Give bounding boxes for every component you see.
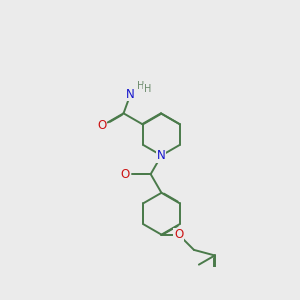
- Text: N: N: [157, 149, 166, 162]
- Text: O: O: [97, 119, 106, 132]
- Text: O: O: [120, 168, 129, 181]
- Text: N: N: [126, 88, 135, 100]
- Text: O: O: [174, 228, 183, 241]
- Text: H: H: [144, 85, 151, 94]
- Text: H: H: [137, 81, 144, 92]
